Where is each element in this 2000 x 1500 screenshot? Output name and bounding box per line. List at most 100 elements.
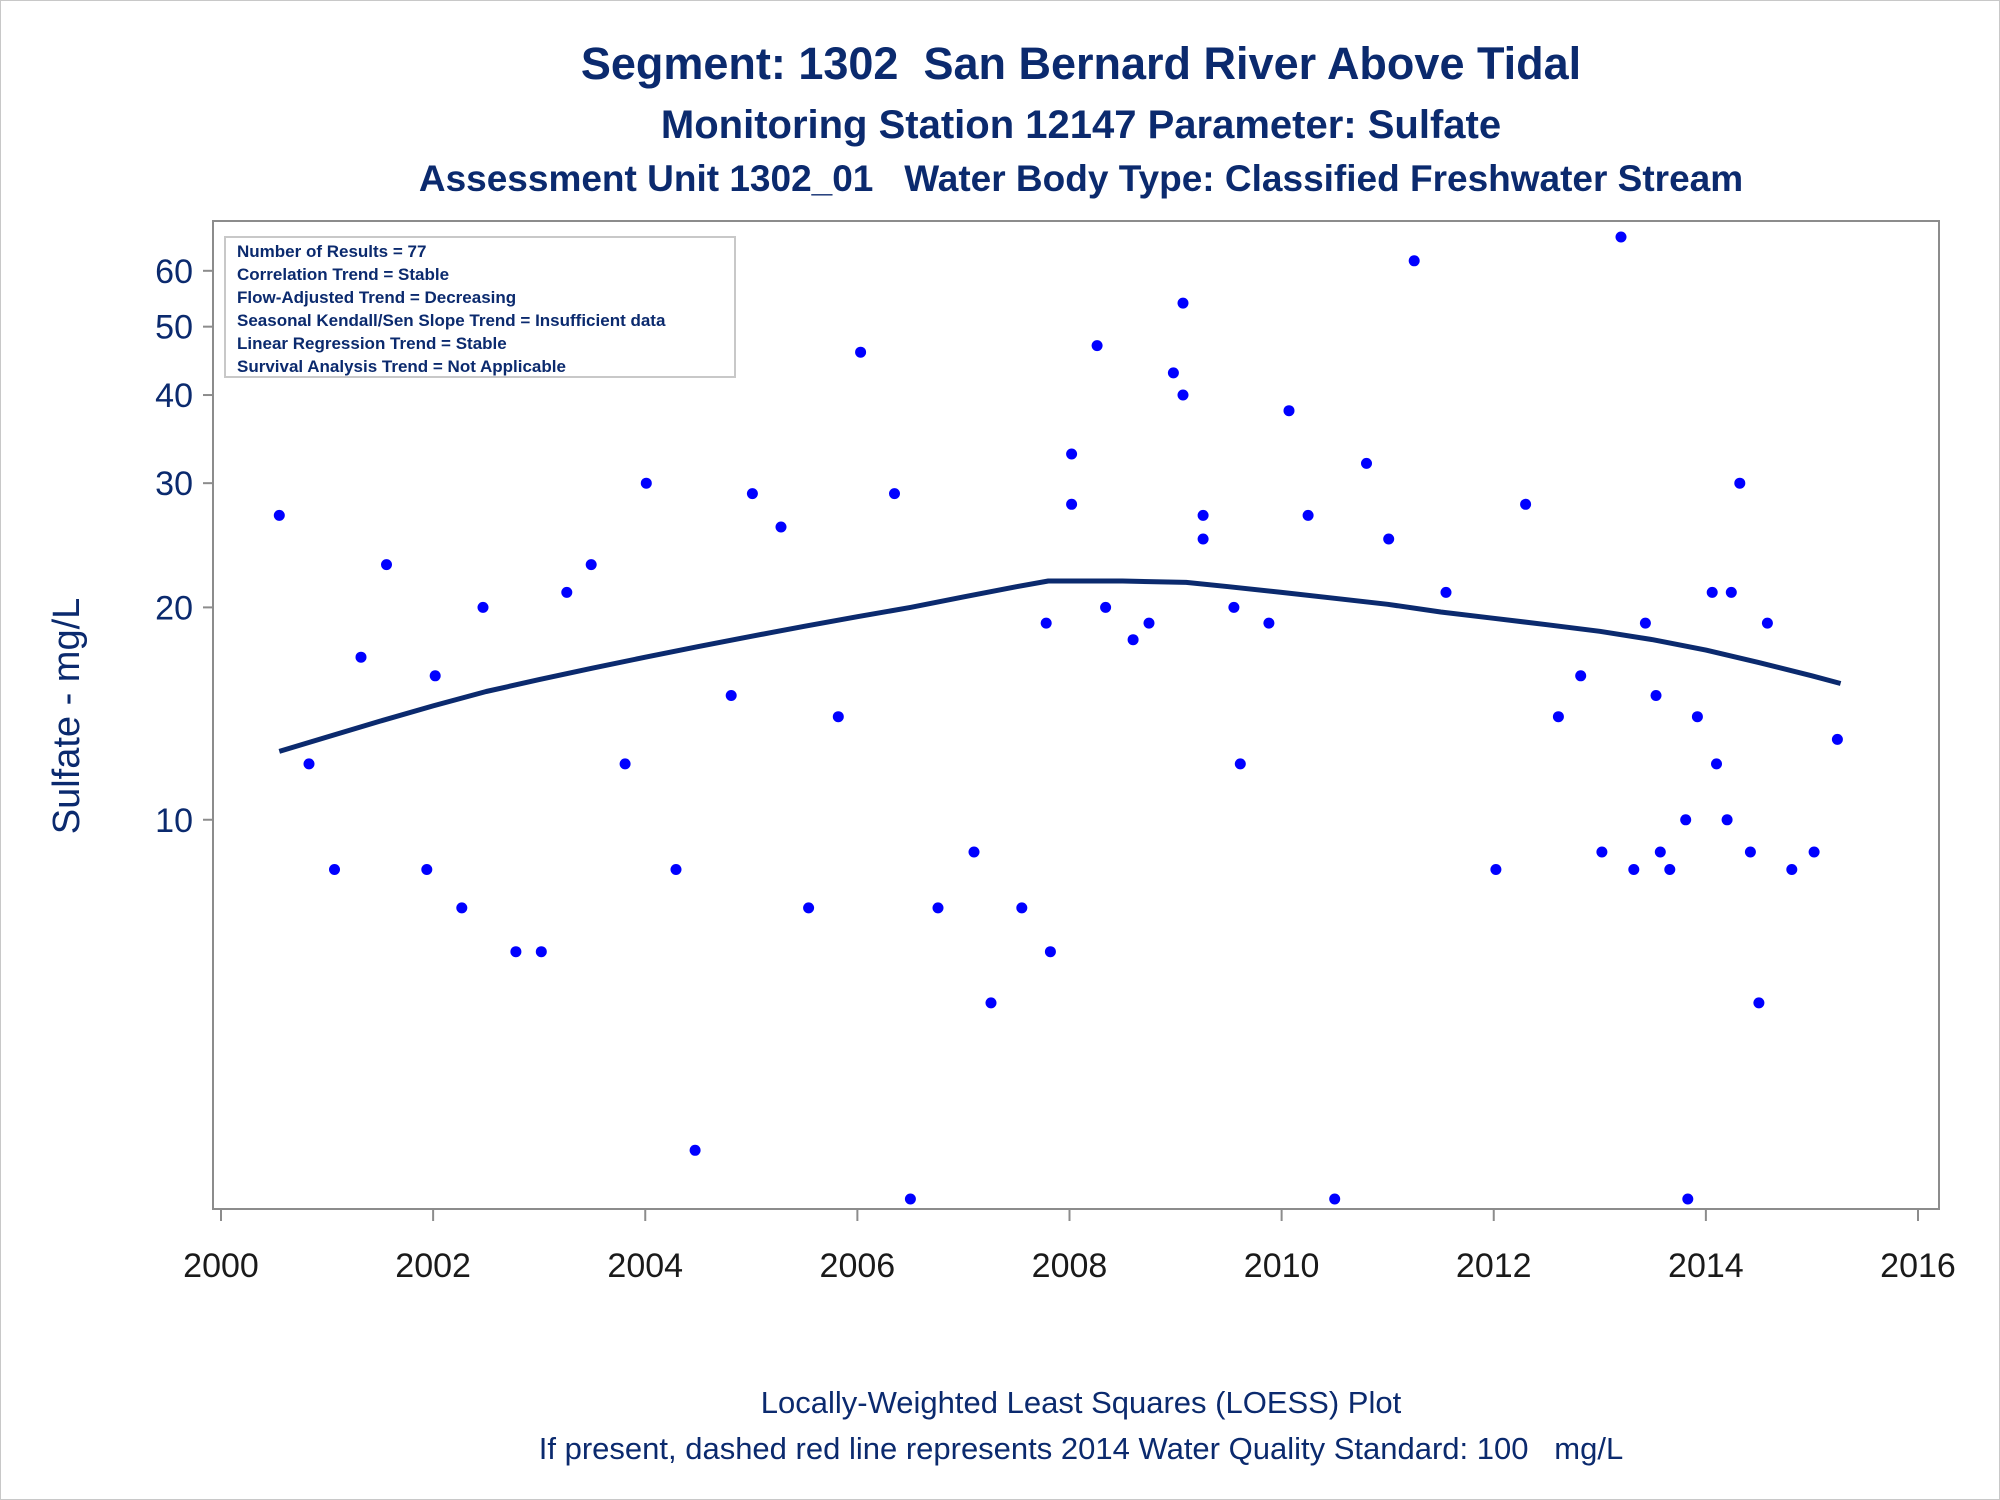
x-tick-label: 2008: [1032, 1247, 1108, 1285]
inset-line-seasonal-kendall: Seasonal Kendall/Sen Slope Trend = Insuf…: [237, 311, 666, 330]
data-point: [1197, 509, 1209, 521]
data-point: [1575, 670, 1587, 682]
data-point: [1808, 846, 1820, 858]
data-point: [1197, 533, 1209, 545]
data-point: [421, 864, 433, 875]
data-point: [1143, 617, 1155, 629]
data-point: [381, 559, 392, 571]
data-point: [725, 690, 737, 701]
data-point: [1680, 814, 1692, 826]
loess-layer: [278, 578, 1842, 754]
data-point: [1628, 864, 1640, 875]
inset-line-survival: Survival Analysis Trend = Not Applicable: [237, 357, 566, 376]
data-point: [1329, 1193, 1341, 1205]
data-point: [1691, 711, 1703, 723]
y-tick-label: 60: [155, 253, 193, 291]
data-point: [1228, 601, 1240, 613]
chart-subtitle: Monitoring Station 12147 Parameter: Sulf…: [661, 103, 1501, 147]
data-point: [1744, 846, 1756, 858]
data-point: [1706, 586, 1718, 598]
data-point: [1682, 1193, 1694, 1205]
data-point: [832, 711, 844, 723]
trend-inset: Number of Results = 77 Correlation Trend…: [224, 236, 736, 378]
data-point: [1711, 758, 1722, 770]
data-point: [1234, 758, 1246, 770]
x-tick-label: 2016: [1880, 1247, 1956, 1285]
data-point: [1650, 690, 1662, 701]
data-point: [585, 559, 597, 571]
data-point: [303, 758, 315, 770]
plot-area: [212, 220, 1940, 1210]
x-tick-label: 2004: [607, 1247, 683, 1285]
data-point: [746, 488, 758, 500]
x-tick-label: 2010: [1244, 1247, 1320, 1285]
trend-inset-box: [224, 236, 736, 378]
data-point: [932, 902, 944, 914]
inset-line-results: Number of Results = 77: [237, 242, 426, 261]
data-point: [456, 902, 468, 914]
data-point: [855, 346, 867, 358]
y-tick-label: 50: [155, 309, 193, 347]
y-tick-label: 30: [155, 465, 193, 503]
inset-line-correlation: Correlation Trend = Stable: [237, 265, 449, 284]
data-point: [1639, 617, 1651, 629]
data-point: [889, 488, 900, 500]
data-point: [1091, 340, 1103, 352]
y-tick-label: 10: [155, 802, 193, 840]
data-point: [1664, 864, 1676, 875]
data-point: [1127, 634, 1139, 646]
data-point: [968, 846, 980, 858]
data-point: [803, 902, 815, 914]
data-point: [1302, 509, 1314, 521]
y-axis: 10 20 30 40 50 60: [155, 253, 213, 840]
data-point: [1753, 997, 1765, 1009]
data-point: [1044, 946, 1056, 958]
data-point: [775, 521, 787, 533]
data-point: [904, 1193, 916, 1205]
data-point: [329, 864, 340, 875]
data-point: [1066, 448, 1078, 460]
y-tick-label: 20: [155, 589, 193, 627]
y-axis-label: Sulfate - mg/L: [46, 598, 88, 835]
inset-line-flow-adjusted: Flow-Adjusted Trend = Decreasing: [237, 288, 516, 307]
data-point: [1520, 498, 1532, 510]
data-point: [1786, 864, 1798, 875]
data-point: [670, 864, 682, 875]
data-point: [1408, 255, 1420, 267]
x-tick-label: 2014: [1668, 1247, 1744, 1285]
x-tick-label: 2002: [395, 1247, 471, 1285]
data-point: [273, 509, 285, 521]
data-point: [985, 997, 997, 1009]
data-point: [1283, 405, 1295, 417]
data-point: [640, 477, 652, 489]
data-point: [1831, 733, 1843, 745]
chart-subtitle-2: Assessment Unit 1302_01 Water Body Type:…: [419, 158, 1743, 199]
data-point: [1066, 498, 1078, 510]
data-point: [1721, 814, 1733, 826]
chart-title: Segment: 1302 San Bernard River Above Ti…: [581, 38, 1581, 89]
data-point: [1016, 902, 1028, 914]
data-point: [477, 601, 489, 613]
x-axis: 2000 2002 2004 2006 2008 2010 2012 2014 2016: [183, 1209, 1956, 1285]
data-point: [1615, 231, 1627, 243]
data-point: [1177, 297, 1189, 309]
data-point: [1725, 586, 1737, 598]
data-point: [1263, 617, 1275, 629]
data-point: [1167, 367, 1179, 379]
data-point: [355, 651, 367, 663]
data-point: [429, 670, 441, 682]
x-tick-label: 2006: [820, 1247, 896, 1285]
data-point: [1761, 617, 1773, 629]
data-point: [510, 946, 522, 958]
data-point: [619, 758, 631, 770]
data-point: [1100, 601, 1112, 613]
data-point: [1734, 477, 1746, 489]
data-point: [1490, 864, 1502, 875]
data-point: [689, 1144, 701, 1156]
data-point: [1383, 533, 1395, 545]
x-tick-label: 2000: [183, 1247, 259, 1285]
data-point: [561, 586, 573, 598]
data-point: [1654, 846, 1666, 858]
